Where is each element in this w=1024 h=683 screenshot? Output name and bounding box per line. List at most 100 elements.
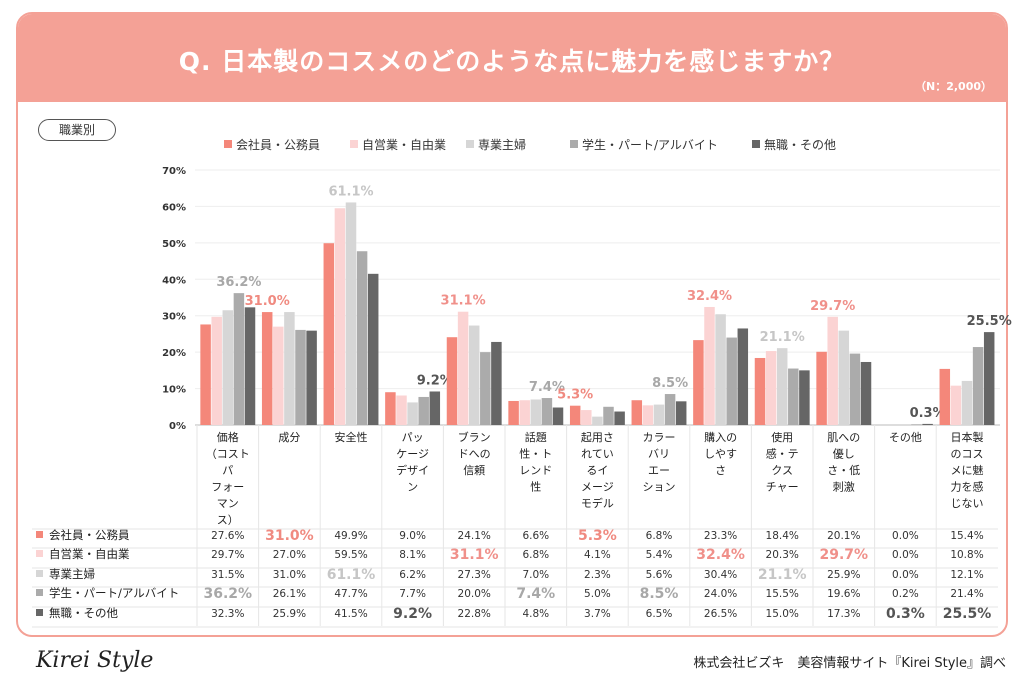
- category-label: ケージ: [396, 448, 429, 461]
- bar: [849, 353, 861, 425]
- bar: [222, 310, 234, 425]
- table-cell: 3.7%: [584, 608, 611, 620]
- legend-swatch: [752, 140, 760, 148]
- table-cell: 24.1%: [458, 530, 491, 542]
- category-label: レンド: [519, 464, 552, 477]
- table-cell: 23.3%: [704, 530, 737, 542]
- bar: [715, 314, 726, 425]
- bar: [385, 392, 396, 425]
- table-cell: 5.0%: [584, 588, 611, 600]
- table-cell: 6.2%: [399, 569, 426, 581]
- bar: [827, 316, 838, 425]
- table-cell: 9.2%: [393, 606, 432, 622]
- category-label: しやす: [704, 448, 737, 461]
- bar: [799, 370, 810, 425]
- data-label: 31.0%: [245, 294, 290, 309]
- data-label: 29.7%: [810, 299, 855, 314]
- table-cell: 24.0%: [704, 588, 737, 600]
- bar: [356, 251, 368, 425]
- bar: [334, 208, 346, 425]
- bar: [407, 402, 418, 425]
- bar: [569, 405, 581, 425]
- bar: [838, 330, 850, 425]
- table-cell: 5.3%: [578, 528, 617, 544]
- table-cell: 7.4%: [516, 586, 555, 602]
- category-label: 購入の: [704, 430, 737, 444]
- category-label: メージ: [581, 481, 614, 494]
- bar: [396, 395, 407, 425]
- row-label: 学生・パート/アルバイト: [49, 586, 179, 600]
- bar: [754, 357, 766, 425]
- table-cell: 32.4%: [696, 547, 745, 563]
- category-label: 優し: [833, 448, 855, 461]
- table-cell: 59.5%: [334, 549, 367, 561]
- table-cell: 8.5%: [640, 586, 679, 602]
- bar: [457, 311, 469, 425]
- bar: [418, 396, 429, 425]
- category-label: 日本製: [951, 430, 984, 444]
- data-label: 32.4%: [687, 289, 732, 304]
- category-label: 信頼: [463, 464, 485, 477]
- table-cell: 20.1%: [827, 530, 860, 542]
- bar: [911, 424, 922, 425]
- y-tick-label: 60%: [162, 202, 186, 213]
- row-swatch: [36, 531, 43, 538]
- bar: [519, 400, 530, 425]
- bar: [581, 410, 592, 425]
- bar: [603, 406, 614, 425]
- y-tick-label: 20%: [162, 348, 186, 359]
- category-label: パッ: [402, 431, 424, 444]
- category-label: バリ: [648, 448, 670, 461]
- category-label: ドへの: [458, 448, 491, 461]
- bar: [765, 351, 777, 425]
- bar: [950, 385, 962, 425]
- kirei-style-logo: Kirei Style: [36, 648, 154, 673]
- table-cell: 4.1%: [584, 549, 611, 561]
- chart-title: Q. 日本製のコスメのどのような点に魅力を感じますか？: [178, 47, 846, 76]
- bar: [295, 329, 306, 425]
- table-cell: 7.0%: [522, 569, 549, 581]
- bar: [614, 411, 625, 425]
- bar: [631, 400, 643, 425]
- bar: [273, 326, 284, 425]
- category-label: カラー: [643, 431, 676, 444]
- table-cell: 31.1%: [450, 547, 499, 563]
- bar: [530, 399, 542, 425]
- category-label: 肌への: [827, 431, 860, 444]
- bar: [345, 202, 357, 425]
- category-label: クス: [771, 464, 793, 477]
- category-label: フォー: [211, 481, 244, 494]
- bar: [491, 341, 502, 425]
- table-cell: 4.8%: [522, 608, 549, 620]
- category-label: ス）: [217, 514, 239, 527]
- data-label: 21.1%: [760, 330, 805, 345]
- table-cell: 0.0%: [892, 549, 919, 561]
- table-cell: 0.3%: [886, 606, 925, 622]
- category-label: 感・テ: [766, 448, 799, 461]
- category-label: 安全性: [335, 430, 368, 444]
- row-swatch: [36, 550, 43, 557]
- category-label: さ: [715, 464, 726, 477]
- y-tick-label: 50%: [162, 239, 186, 250]
- table-cell: 2.3%: [584, 569, 611, 581]
- bar: [233, 293, 245, 425]
- y-tick-label: 10%: [162, 385, 186, 396]
- legend-label: 専業主婦: [478, 137, 526, 152]
- data-label: 61.1%: [328, 184, 373, 199]
- table-cell: 20.3%: [766, 549, 799, 561]
- table-cell: 61.1%: [327, 567, 376, 583]
- bar: [675, 401, 687, 425]
- bar: [244, 307, 256, 425]
- bar: [200, 324, 211, 425]
- table-cell: 5.6%: [646, 569, 673, 581]
- bar: [323, 243, 335, 425]
- bar: [983, 332, 995, 425]
- category-label: （コスト: [206, 448, 250, 461]
- legend-swatch: [224, 140, 232, 148]
- bar: [704, 306, 715, 425]
- table-cell: 21.4%: [950, 588, 983, 600]
- bar: [737, 328, 749, 425]
- bar: [261, 312, 273, 425]
- category-label: 刺激: [833, 480, 855, 494]
